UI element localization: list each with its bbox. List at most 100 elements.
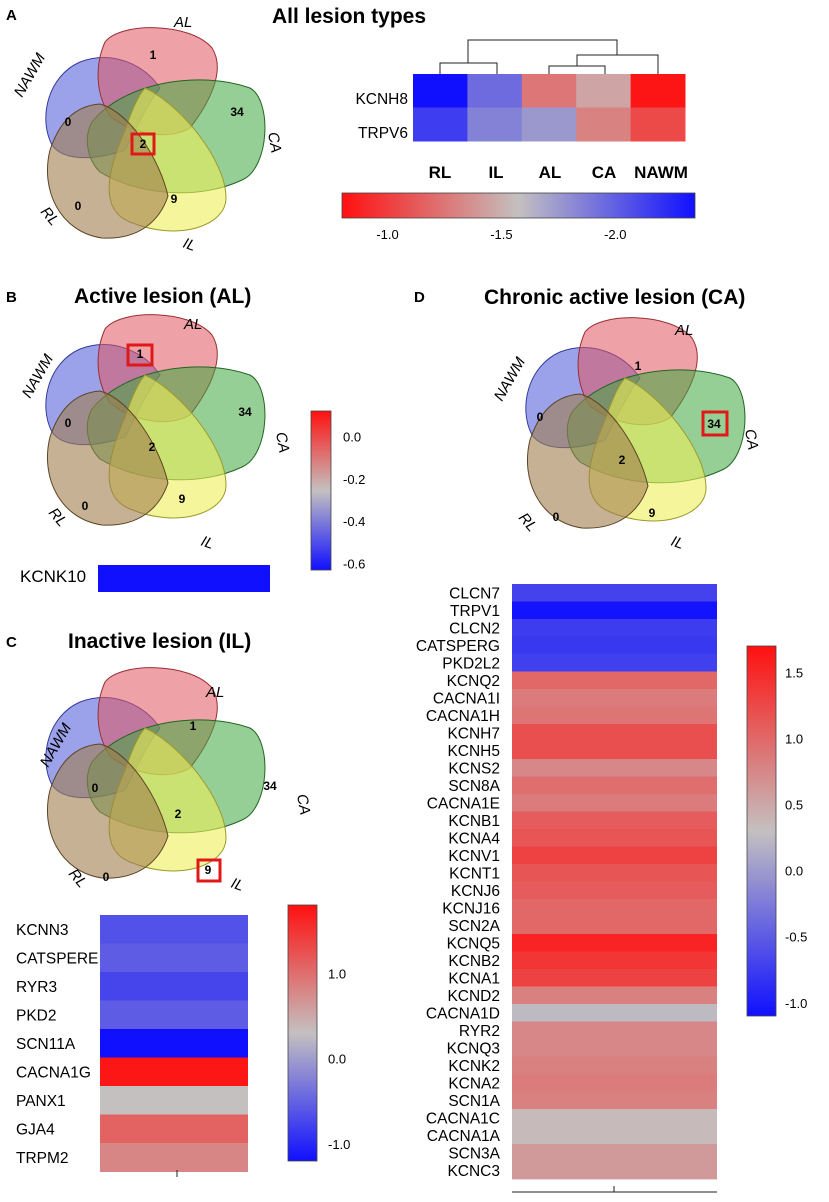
heatmap-cell [521, 74, 577, 108]
venn-set-rl [46, 103, 169, 239]
heatmap-row-label: CACNA1A [427, 1128, 501, 1145]
venn-count-il-only: 9 [171, 192, 178, 206]
venn-count-rl-only: 0 [553, 510, 560, 524]
colorbar-ticks: 1.5 1.0 0.5 0.0 -0.5 -1.0 [785, 665, 807, 1010]
venn-label-il: IL [199, 533, 217, 553]
heatmap-cell [521, 107, 577, 142]
panel-title: Active lesion (AL) [74, 285, 251, 308]
heatmap-cell [512, 864, 717, 882]
heatmap-row-label: KCNC3 [447, 1163, 500, 1180]
venn-label-il: IL [669, 533, 687, 553]
colorbar-ticks: -1.0 -1.5 -2.0 [376, 227, 626, 242]
panel-letter: C [6, 634, 17, 651]
colorbar-tick-label: -1.0 [785, 996, 807, 1011]
heatmap-cell [512, 969, 717, 987]
venn-label-ca: CA [264, 131, 284, 154]
colorbar-tick-label: -0.4 [343, 514, 365, 529]
heatmap-row-label: KCNQ2 [447, 673, 500, 690]
heatmap-cell [512, 881, 717, 900]
heatmap-row-label: PANX1 [16, 1093, 66, 1110]
venn-set-rl [526, 393, 649, 529]
heatmap-col-label: AL [539, 163, 562, 182]
venn-label-ca: CA [272, 431, 292, 454]
venn-count-al-only: 1 [635, 359, 642, 373]
venn-label-ca: CA [741, 428, 761, 451]
heatmap-row-label: KCNB2 [448, 953, 500, 970]
heatmap-cell [98, 565, 270, 592]
colorbar-tick-label: -0.2 [343, 472, 365, 487]
heatmap-cell [512, 689, 717, 707]
venn-count-il-only: 9 [205, 863, 212, 877]
heatmap-row-label: KCNA4 [448, 830, 500, 847]
venn-count-il-only: 9 [649, 506, 656, 520]
heatmap-row-label: CLCN2 [449, 620, 500, 637]
heatmap-cell [512, 724, 717, 742]
heatmap-row-label: SCN1A [448, 1093, 500, 1110]
heatmap-cell [100, 1029, 248, 1058]
panel-title: Inactive lesion (IL) [68, 630, 251, 653]
heatmap-row-label: CACNA1I [433, 690, 500, 707]
colorbar [341, 192, 696, 219]
heatmap-cell [512, 654, 717, 672]
heatmap-row-label: SCN2A [448, 918, 500, 935]
heatmap-cell [576, 107, 632, 142]
heatmap-cell [512, 1144, 717, 1162]
heatmap-row-label: RYR3 [16, 979, 57, 996]
heatmap-cell [100, 1000, 248, 1030]
heatmap-col-label: NAWM [634, 163, 688, 182]
venn-count-nawm-only: 0 [92, 781, 99, 795]
panel-letter: B [6, 289, 17, 306]
venn-count-ca-only: 34 [707, 417, 721, 431]
venn-count-ca-only: 34 [230, 105, 244, 119]
heatmap-cell [100, 972, 248, 1001]
heatmap-cell [512, 619, 717, 637]
colorbar [287, 904, 318, 1162]
heatmap-cell [630, 74, 686, 108]
heatmap-row-label: KCNT1 [449, 865, 500, 882]
heatmap-cell [512, 1126, 717, 1145]
heatmap-cell [512, 986, 717, 1005]
heatmap-cell [512, 1161, 717, 1180]
heatmap-cell [512, 1039, 717, 1057]
heatmap-row-label: KCNH5 [447, 743, 500, 760]
heatmap-row-label: KCNN3 [16, 922, 69, 939]
heatmap-row-label: CACNA1D [426, 1005, 500, 1022]
colorbar-ticks: 1.0 0.0 -1.0 [328, 966, 350, 1152]
venn-count-nawm-only: 0 [65, 115, 72, 129]
venn-label-al: AL [674, 322, 693, 339]
heatmap-row-label: KCNH8 [355, 91, 408, 108]
heatmap-row-labels: CLCN7 TRPV1 CLCN2 CATSPERG PKD2L2 KCNQ2 … [416, 585, 501, 1180]
panel-c: C Inactive lesion (IL) AL CA IL RL NAWM … [6, 630, 350, 1177]
venn-highlight-box [196, 858, 222, 883]
heatmap-row-label: KCNJ16 [442, 900, 500, 917]
heatmap-cell [512, 601, 717, 620]
panel-b: B Active lesion (AL) AL CA IL RL NAWM 1 … [6, 285, 365, 592]
heatmap-cell [512, 584, 717, 602]
colorbar-tick-label: -1.0 [376, 227, 398, 242]
heatmap-d [512, 584, 717, 1180]
heatmap-cell [512, 794, 717, 812]
venn-count-rl-only: 0 [82, 499, 89, 513]
heatmap-row-label: KCNQ5 [447, 935, 500, 952]
heatmap-cell [467, 74, 523, 108]
colorbar-tick-label: 1.5 [785, 665, 803, 680]
panel-a: A All lesion types AL CA IL RL NAWM 1 34… [6, 5, 696, 255]
venn-label-al: AL [173, 14, 192, 31]
heatmap-cell [100, 1057, 248, 1087]
heatmap-row-labels: KCNN3 CATSPERE RYR3 PKD2 SCN11A CACNA1G … [16, 922, 98, 1167]
heatmap-cell [512, 899, 717, 917]
heatmap-row-label: KCNB1 [448, 813, 500, 830]
heatmap-row-label: CATSPERE [16, 950, 98, 967]
heatmap-row-label: SCN11A [16, 1036, 76, 1053]
heatmap-col-label: CA [592, 163, 617, 182]
heatmap-row-label: CACNA1C [426, 1110, 500, 1127]
heatmap-row-label: PKD2L2 [442, 655, 500, 672]
venn-count-all: 2 [175, 807, 182, 821]
heatmap-cell [512, 934, 717, 952]
heatmap-row-label: TRPM2 [16, 1150, 69, 1167]
heatmap-cell [512, 759, 717, 777]
heatmap-row-label: KCNH7 [447, 725, 500, 742]
heatmap-cell [630, 107, 686, 142]
colorbar-tick-label: 1.0 [328, 966, 346, 981]
venn-diagram: AL CA IL RL NAWM 1 34 9 0 0 2 [11, 14, 285, 255]
